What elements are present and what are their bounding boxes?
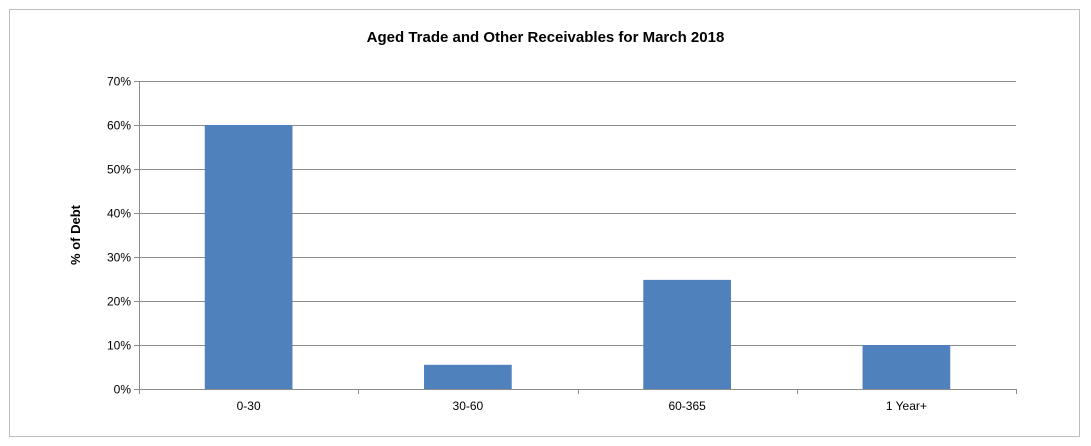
y-tick-label: 30% bbox=[107, 251, 131, 265]
axes bbox=[134, 81, 1017, 394]
y-tick-label: 70% bbox=[107, 75, 131, 89]
y-tick-label: 50% bbox=[107, 163, 131, 177]
bar-30-60 bbox=[424, 364, 512, 389]
y-tick-label: 20% bbox=[107, 295, 131, 309]
bar-0-30 bbox=[204, 125, 293, 389]
chart-title: Aged Trade and Other Receivables for Mar… bbox=[366, 29, 725, 46]
y-tick-label: 60% bbox=[107, 119, 131, 133]
x-tick-label: 0-30 bbox=[237, 399, 261, 413]
x-tick-label: 1 Year+ bbox=[886, 399, 927, 413]
y-tick-label: 40% bbox=[107, 207, 131, 221]
bar-1-year- bbox=[862, 345, 951, 389]
x-tick-label: 30-60 bbox=[453, 399, 484, 413]
x-tick-labels: 0-30 30-60 60-365 1 Year+ bbox=[237, 399, 927, 413]
x-tick-label: 60-365 bbox=[668, 399, 706, 413]
y-axis-label: % of Debt bbox=[68, 204, 83, 265]
y-tick-label: 0% bbox=[114, 383, 132, 397]
y-tick-labels: 0% 10% 20% 30% 40% 50% 60% 70% bbox=[107, 75, 131, 397]
bars bbox=[204, 125, 951, 389]
bar-60-365 bbox=[643, 279, 731, 389]
y-tick-label: 10% bbox=[107, 339, 131, 353]
